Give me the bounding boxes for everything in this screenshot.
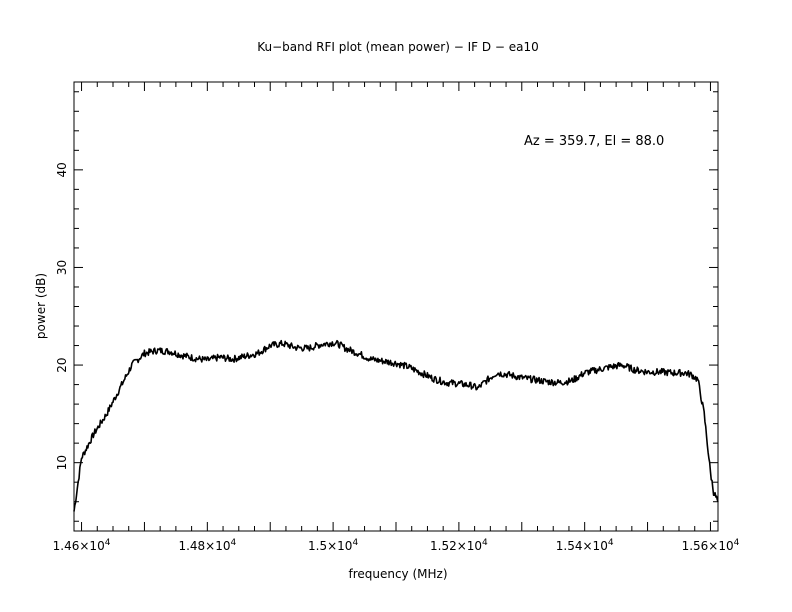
y-tick-label: 30: [55, 260, 69, 275]
series-line-power: [73, 339, 719, 512]
x-tick-label: 1.52×104: [430, 538, 488, 553]
chart-title: Ku−band RFI plot (mean power) − IF D − e…: [257, 40, 539, 54]
y-tick-label: 40: [55, 162, 69, 177]
axis-ticks: [74, 82, 718, 531]
x-tick-label: 1.5×104: [308, 538, 358, 553]
x-tick-label: 1.46×104: [53, 538, 111, 553]
y-tick-label: 20: [55, 357, 69, 372]
y-axis-label: power (dB): [34, 273, 48, 339]
y-tick-labels: 10 20 30 40: [55, 162, 69, 470]
az-el-annotation: Az = 359.7, El = 88.0: [524, 134, 664, 149]
x-tick-label: 1.48×104: [178, 538, 236, 553]
x-tick-label: 1.54×104: [556, 538, 614, 553]
y-tick-label: 10: [55, 455, 69, 470]
x-axis-label: frequency (MHz): [348, 567, 447, 581]
x-tick-label: 1.56×104: [682, 538, 740, 553]
plot-frame: [73, 81, 719, 532]
x-tick-labels: 1.46×104 1.48×104 1.5×104 1.52×104 1.54×104 1…: [53, 538, 740, 553]
